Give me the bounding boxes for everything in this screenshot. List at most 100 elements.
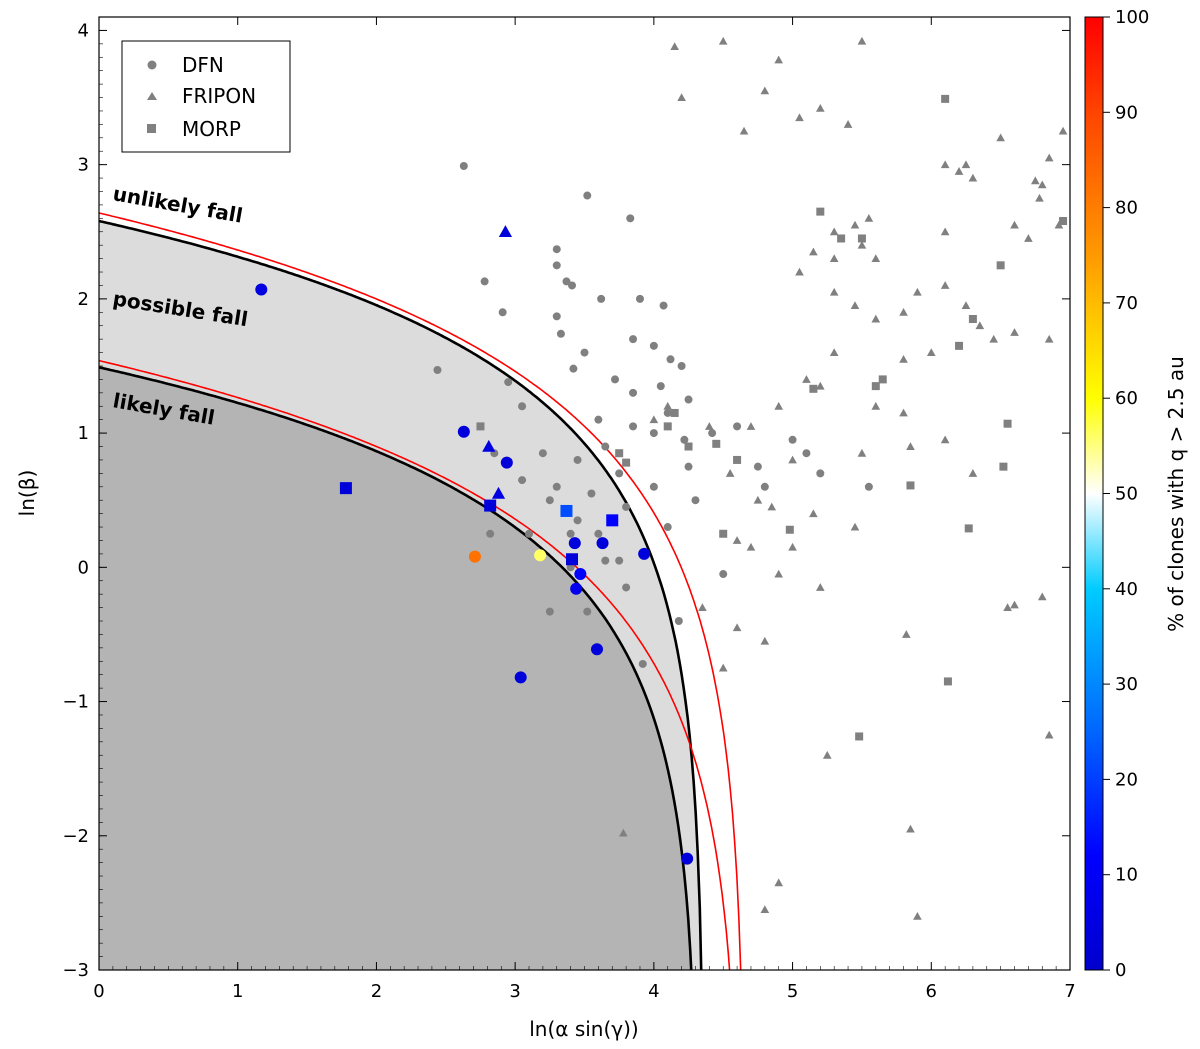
dfn-point — [518, 476, 527, 485]
fripon-point — [864, 214, 874, 222]
colored-circle-point — [568, 537, 581, 550]
dfn-point — [622, 583, 631, 592]
colored-triangle-point — [482, 439, 496, 452]
boundary-curves — [99, 212, 742, 970]
dfn-point — [638, 659, 647, 668]
y-tick-label: −1 — [62, 692, 89, 713]
dfn-point — [601, 556, 610, 565]
dfn-point — [566, 563, 575, 572]
dfn-point — [663, 523, 672, 532]
fripon-point — [989, 334, 999, 343]
dfn-point — [629, 335, 638, 344]
fripon-point — [996, 133, 1005, 142]
fripon-point — [725, 469, 735, 477]
morp-point — [684, 442, 693, 451]
fripon-point — [746, 422, 756, 430]
dfn-point — [691, 496, 700, 505]
fripon-point — [829, 287, 839, 296]
dfn-point — [545, 496, 554, 505]
dfn-point — [498, 308, 507, 317]
fripon-point — [857, 448, 867, 457]
colored-circle-point — [534, 549, 547, 562]
colored-square-point — [606, 514, 619, 527]
boundary-red-lower — [99, 359, 731, 970]
fripon-point — [843, 120, 853, 128]
x-tick-label: 6 — [926, 981, 937, 1002]
colored-circle-point — [638, 547, 651, 560]
fripon-point — [809, 509, 818, 518]
fripon-point — [857, 36, 867, 45]
morp-point — [712, 439, 721, 448]
x-tick-label: 1 — [232, 981, 243, 1002]
morp-point — [906, 481, 915, 490]
morp-point — [663, 422, 672, 431]
fripon-point — [1010, 220, 1019, 229]
dfn-point — [552, 245, 561, 254]
dfn-point — [594, 415, 603, 424]
colorbar-tick-label: 80 — [1115, 198, 1138, 219]
fripon-point — [809, 247, 818, 256]
fripon-point — [795, 113, 804, 122]
fripon-point — [1054, 220, 1064, 229]
colorbar-tick-label: 30 — [1115, 674, 1138, 695]
dfn-point — [552, 261, 561, 270]
morp-point — [943, 677, 952, 686]
morp-point — [733, 455, 742, 464]
dfn-point — [594, 529, 603, 538]
morp-point — [999, 462, 1008, 471]
fripon-point — [857, 240, 867, 249]
dfn-point — [816, 469, 825, 478]
dfn-point — [552, 482, 561, 491]
fripon-point — [739, 126, 749, 135]
colorbar-tick-label: 70 — [1115, 293, 1138, 314]
dfn-point — [719, 570, 728, 579]
fripon-point — [1035, 193, 1044, 202]
dfn-point — [573, 455, 582, 464]
morp-point — [1059, 217, 1068, 226]
legend-label-morp: MORP — [182, 117, 241, 141]
x-tick-label: 4 — [648, 981, 659, 1002]
colored-circle-point — [681, 852, 694, 865]
fripon-point — [822, 750, 832, 759]
dfn-point — [538, 449, 547, 458]
dfn-point — [433, 366, 442, 375]
colorbar-tick-label: 60 — [1115, 388, 1138, 409]
fripon-point — [901, 630, 911, 638]
dfn-point — [615, 469, 624, 478]
dfn-point — [760, 482, 769, 491]
fripon-point — [926, 348, 936, 357]
fripon-point — [961, 160, 971, 169]
morp-point — [809, 384, 818, 393]
morp-point — [476, 422, 485, 431]
dfn-point — [611, 375, 620, 384]
fripon-point — [940, 227, 950, 236]
y-tick-label: −3 — [62, 960, 89, 981]
fripon-point — [774, 55, 784, 64]
dfn-point — [629, 422, 638, 431]
dfn-point — [562, 277, 571, 286]
colored-circle-point — [468, 550, 481, 563]
fripon-point — [732, 536, 742, 544]
fripon-point — [760, 905, 770, 914]
legend-triangle-icon — [147, 92, 157, 100]
dfn-point — [674, 617, 683, 626]
grey-points — [433, 36, 1068, 920]
fripon-point — [968, 469, 978, 477]
fripon-point — [718, 36, 728, 45]
colorbar-tick-label: 100 — [1115, 7, 1149, 28]
dfn-point — [569, 364, 578, 373]
morp-point — [719, 529, 728, 538]
morp-point — [857, 234, 866, 243]
fripon-point — [705, 422, 714, 430]
dfn-point — [684, 462, 693, 471]
fripon-point — [649, 415, 659, 424]
fripon-point — [802, 375, 811, 383]
colored-square-point — [566, 553, 579, 566]
morp-point — [878, 375, 887, 384]
fripon-point — [1058, 126, 1068, 135]
dfn-point — [677, 361, 686, 370]
morp-point — [941, 94, 950, 103]
fripon-point — [850, 301, 860, 310]
y-tick-label: 2 — [78, 289, 89, 310]
dfn-point — [753, 462, 762, 471]
